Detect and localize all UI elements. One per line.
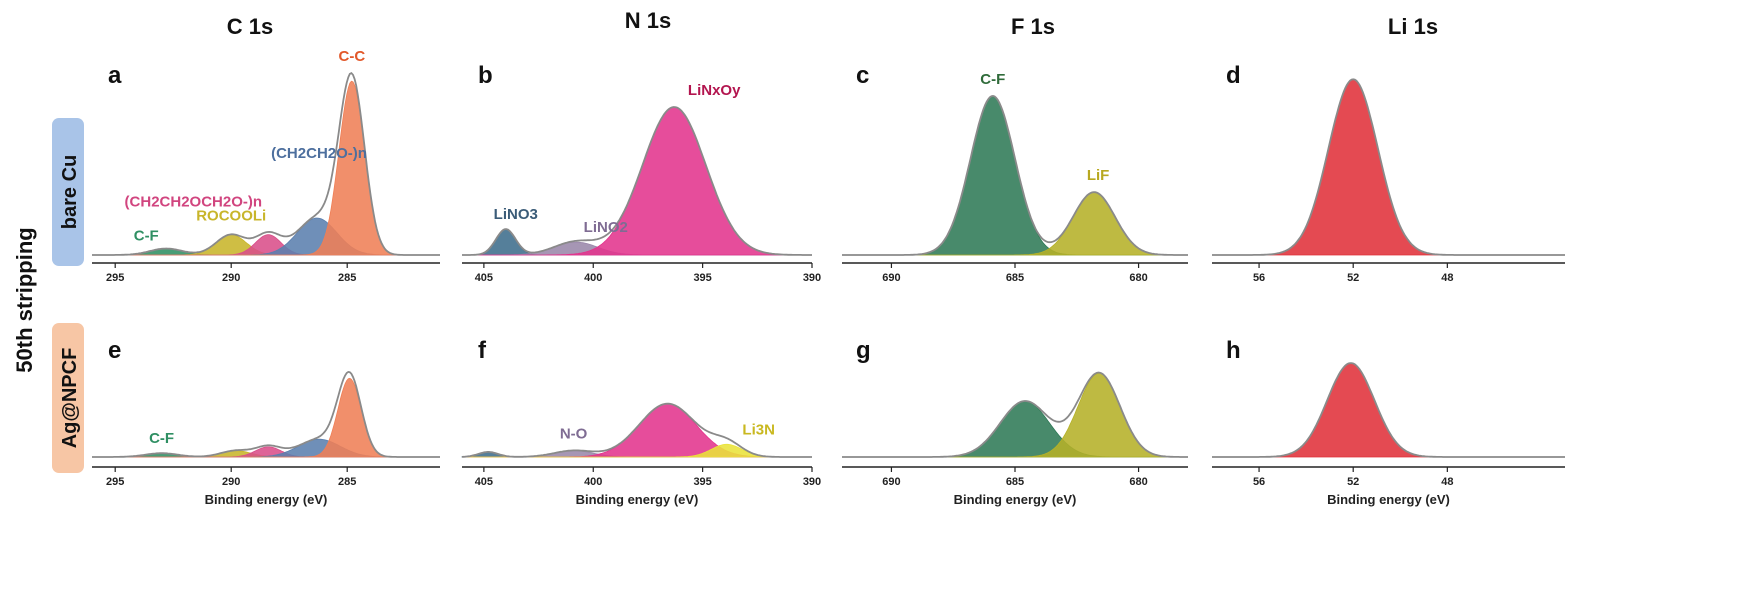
- envelope-e: [92, 370, 440, 458]
- x-tick-label-h-0: 56: [1253, 476, 1265, 488]
- panel-letter-c: c: [856, 62, 869, 89]
- peak-label-f-3: Li3N: [742, 421, 775, 438]
- panel-letter-b: b: [478, 62, 493, 89]
- x-tick-label-f-3: 390: [803, 476, 821, 488]
- peak-c-0: [842, 95, 1188, 256]
- envelope-f: [461, 402, 812, 458]
- x-tick-label-d-2: 48: [1441, 272, 1453, 284]
- panel-e: e 295 290 285 Binding energy (eV) C-F: [92, 337, 440, 507]
- x-tick-label-c-1: 685: [1006, 272, 1024, 284]
- x-tick-label-a-0: 295: [106, 272, 124, 284]
- panel-letter-d: d: [1226, 62, 1241, 89]
- x-tick-label-a-2: 285: [338, 272, 356, 284]
- x-tick-label-a-1: 290: [222, 272, 240, 284]
- row-label-bare-cu: bare Cu: [59, 155, 81, 229]
- side-label: 50th stripping: [12, 227, 37, 372]
- x-tick-label-g-1: 685: [1006, 476, 1024, 488]
- column-title-n1s: N 1s: [625, 8, 671, 33]
- envelope-c: [842, 94, 1188, 256]
- x-axis-title-f: Binding energy (eV): [576, 492, 699, 507]
- peak-label-b-0: LiNO3: [494, 206, 538, 223]
- peak-label-a-2: (CH2CH2OCH2O-)n: [125, 194, 263, 211]
- x-axis-title-g: Binding energy (eV): [954, 492, 1077, 507]
- x-tick-label-b-2: 395: [693, 272, 711, 284]
- column-title-li1s: Li 1s: [1388, 14, 1438, 39]
- peak-label-a-1: ROCOOLi: [196, 208, 266, 225]
- panel-letter-e: e: [108, 337, 121, 364]
- peak-label-a-4: C-C: [339, 48, 366, 65]
- panel-letter-a: a: [108, 62, 122, 89]
- peak-label-f-1: N-O: [560, 426, 588, 443]
- x-axis-title-h: Binding energy (eV): [1327, 492, 1450, 507]
- panel-g: g 690 685 680 Binding energy (eV): [842, 337, 1188, 507]
- x-tick-label-h-1: 52: [1347, 476, 1359, 488]
- peak-label-b-1: LiNO2: [584, 219, 628, 236]
- panel-letter-h: h: [1226, 337, 1241, 364]
- peak-label-e-0: C-F: [149, 430, 174, 447]
- panel-h: h 56 52 48 Binding energy (eV): [1212, 337, 1565, 507]
- x-tick-label-b-3: 390: [803, 272, 821, 284]
- x-tick-label-d-0: 56: [1253, 272, 1265, 284]
- panel-f: f 405 400 395 390 Binding energy (eV) N-O Li3N: [461, 337, 821, 507]
- x-tick-label-e-2: 285: [338, 476, 356, 488]
- row-badge-ag-npcf: Ag@NPCF: [52, 323, 84, 473]
- x-tick-label-b-0: 405: [475, 272, 493, 284]
- panel-c: c 690 685 680 C-F LiF: [842, 62, 1188, 284]
- peak-label-c-0: C-F: [980, 71, 1005, 88]
- panel-a: a 295 290 285 C-F ROCOOLi(CH2CH2OCH2O-)n (CH2C…: [92, 48, 440, 284]
- peak-label-a-3: (CH2CH2O-)n: [271, 145, 367, 162]
- x-tick-label-h-2: 48: [1441, 476, 1453, 488]
- x-tick-label-d-1: 52: [1347, 272, 1359, 284]
- envelope-a: [92, 71, 440, 256]
- peak-h-0: [1212, 362, 1565, 458]
- panel-b: b 405 400 395 390 LiNO3 LiNO2 LiNxOy: [462, 62, 821, 284]
- x-tick-label-g-2: 680: [1129, 476, 1147, 488]
- x-tick-label-f-1: 400: [584, 476, 602, 488]
- envelope-g: [842, 371, 1188, 458]
- row-label-ag-npcf: Ag@NPCF: [59, 348, 81, 449]
- column-title-f1s: F 1s: [1011, 14, 1055, 39]
- x-tick-label-e-0: 295: [106, 476, 124, 488]
- x-axis-title-e: Binding energy (eV): [205, 492, 328, 507]
- row-badge-bare-cu: bare Cu: [52, 118, 84, 266]
- x-tick-label-b-1: 400: [584, 272, 602, 284]
- envelope-d: [1212, 78, 1565, 256]
- panel-letter-f: f: [478, 337, 487, 364]
- peak-label-b-2: LiNxOy: [688, 82, 741, 99]
- x-tick-label-e-1: 290: [222, 476, 240, 488]
- column-title-c1s: C 1s: [227, 14, 273, 39]
- panel-d: d 56 52 48: [1212, 62, 1565, 284]
- peak-d-0: [1212, 78, 1565, 256]
- x-tick-label-f-0: 405: [475, 476, 493, 488]
- x-tick-label-c-2: 680: [1129, 272, 1147, 284]
- x-tick-label-c-0: 690: [882, 272, 900, 284]
- peak-label-a-0: C-F: [134, 228, 159, 245]
- panel-letter-g: g: [856, 337, 871, 364]
- envelope-h: [1212, 362, 1565, 458]
- x-tick-label-g-0: 690: [882, 476, 900, 488]
- envelope-b: [462, 106, 812, 256]
- peak-label-c-1: LiF: [1087, 167, 1110, 184]
- x-tick-label-f-2: 395: [693, 476, 711, 488]
